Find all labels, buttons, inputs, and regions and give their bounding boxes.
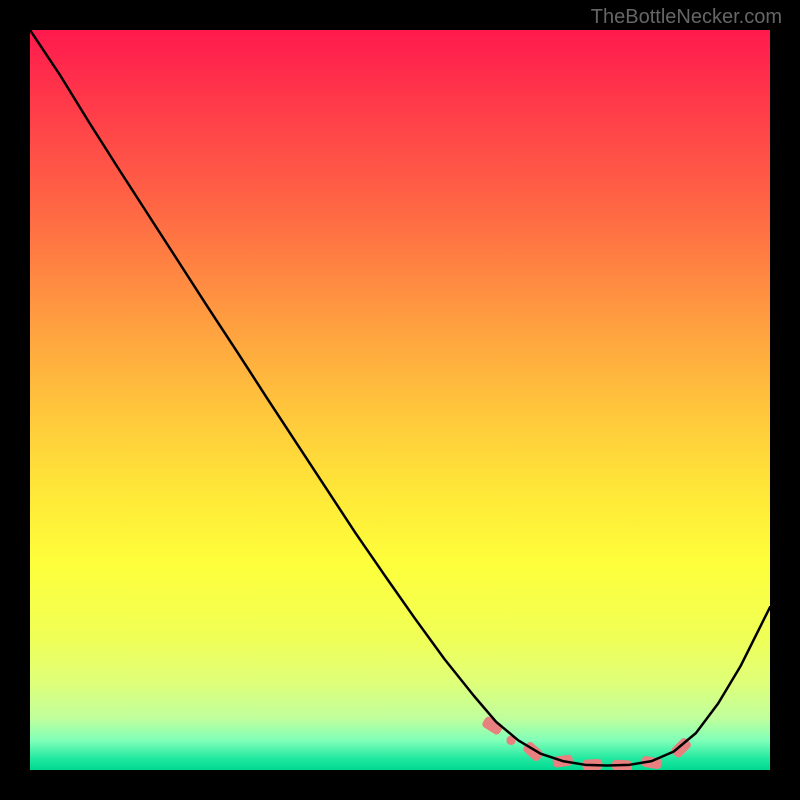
chart-plot-area	[30, 30, 770, 770]
gradient-background	[30, 30, 770, 770]
watermark-label: TheBottleNecker.com	[591, 6, 782, 29]
bottleneck-curve-chart	[30, 30, 770, 770]
